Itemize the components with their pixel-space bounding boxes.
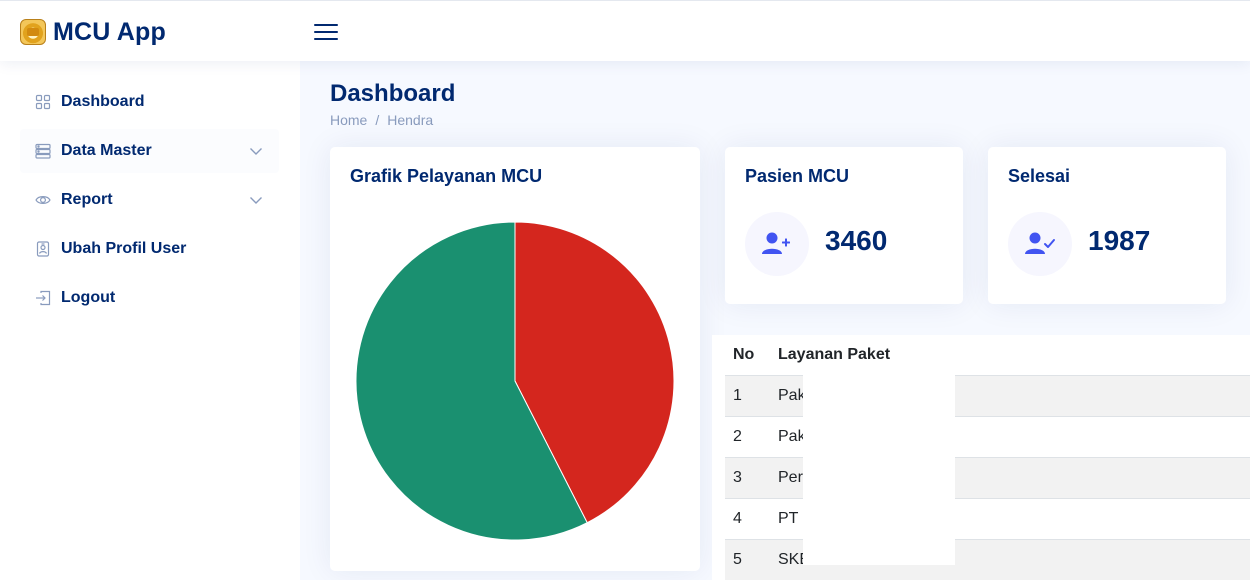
- sidebar-item-label: Logout: [61, 289, 116, 306]
- chart-card: Grafik Pelayanan MCU: [330, 147, 700, 571]
- pie-chart: [355, 221, 675, 541]
- table-row: 2 Pak: [725, 416, 1250, 457]
- sidebar-item-report[interactable]: Report: [20, 178, 279, 222]
- table-cell-no: 3: [733, 469, 742, 486]
- server-icon: [35, 143, 51, 159]
- chevron-down-icon: [250, 148, 262, 155]
- breadcrumb-home-link[interactable]: Home: [330, 112, 368, 128]
- sidebar-item-label: Report: [61, 191, 113, 208]
- app-title: MCU App: [53, 17, 166, 46]
- sidebar-item-label: Data Master: [61, 142, 152, 159]
- table-header-no: No: [733, 346, 755, 363]
- table-cell-layanan: Pak: [778, 428, 806, 445]
- pie-slice-1[interactable]: [514, 221, 675, 524]
- person-check-icon: [1025, 232, 1055, 254]
- grid-icon: [35, 94, 51, 110]
- chart-card-title: Grafik Pelayanan MCU: [350, 166, 543, 186]
- table-cell-layanan: PT I: [778, 510, 808, 527]
- breadcrumb-separator: /: [375, 112, 380, 128]
- page-title: Dashboard: [330, 80, 456, 107]
- table-cell-layanan: SKE: [778, 551, 811, 568]
- pie-slice-2[interactable]: [355, 221, 588, 541]
- table-header-layanan-paket: Layanan Paket: [778, 346, 891, 363]
- chevron-down-icon: [250, 197, 262, 204]
- table-cell-no: 1: [733, 387, 742, 404]
- stat-icon-circle: [1008, 212, 1072, 276]
- eye-icon: [35, 196, 51, 204]
- stat-value: 3460: [825, 225, 888, 256]
- redaction-overlay: [803, 375, 955, 565]
- stat-card-pasien-mcu: Pasien MCU 3460: [725, 147, 963, 304]
- sidebar-item-label: Dashboard: [61, 93, 145, 110]
- sidebar-item-data-master[interactable]: Data Master: [20, 129, 279, 173]
- box-arrow-in-right-icon: [36, 290, 51, 306]
- sidebar-item-ubah-profil-user[interactable]: Ubah Profil User: [20, 227, 279, 271]
- main-content: Dashboard Home / Hendra Grafik Pelayanan M…: [300, 61, 1250, 580]
- table-cell-no: 4: [733, 510, 742, 527]
- table-row: 4 PT I: [725, 498, 1250, 539]
- person-plus-icon: [762, 232, 790, 254]
- sidebar: Dashboard Data Master Report Ubah Profil…: [0, 61, 300, 580]
- sidebar-item-logout[interactable]: Logout: [20, 276, 279, 320]
- breadcrumb: Home / Hendra: [330, 112, 433, 128]
- stat-icon-circle: [745, 212, 809, 276]
- stat-card-title: Selesai: [1008, 166, 1071, 186]
- sidebar-item-label: Ubah Profil User: [61, 240, 187, 257]
- table-cell-no: 5: [733, 551, 742, 568]
- table-cell-layanan: Pak: [778, 387, 806, 404]
- stat-value: 1987: [1088, 225, 1151, 256]
- stat-card-title: Pasien MCU: [745, 166, 850, 186]
- app-logo-icon: [20, 19, 46, 45]
- toggle-sidebar-button[interactable]: [314, 22, 338, 42]
- sidebar-item-dashboard[interactable]: Dashboard: [20, 80, 279, 124]
- person-badge-icon: [36, 241, 50, 257]
- stat-card-selesai: Selesai 1987: [988, 147, 1226, 304]
- layanan-paket-table: No Layanan Paket 1 Pak 2 Pak 3 Per 4 PT …: [712, 335, 1250, 580]
- table-cell-layanan: Per: [778, 469, 803, 486]
- breadcrumb-current: Hendra: [387, 112, 434, 128]
- brand-logo-link[interactable]: MCU App: [20, 17, 166, 47]
- top-header: MCU App: [0, 0, 1250, 61]
- table-cell-no: 2: [733, 428, 742, 445]
